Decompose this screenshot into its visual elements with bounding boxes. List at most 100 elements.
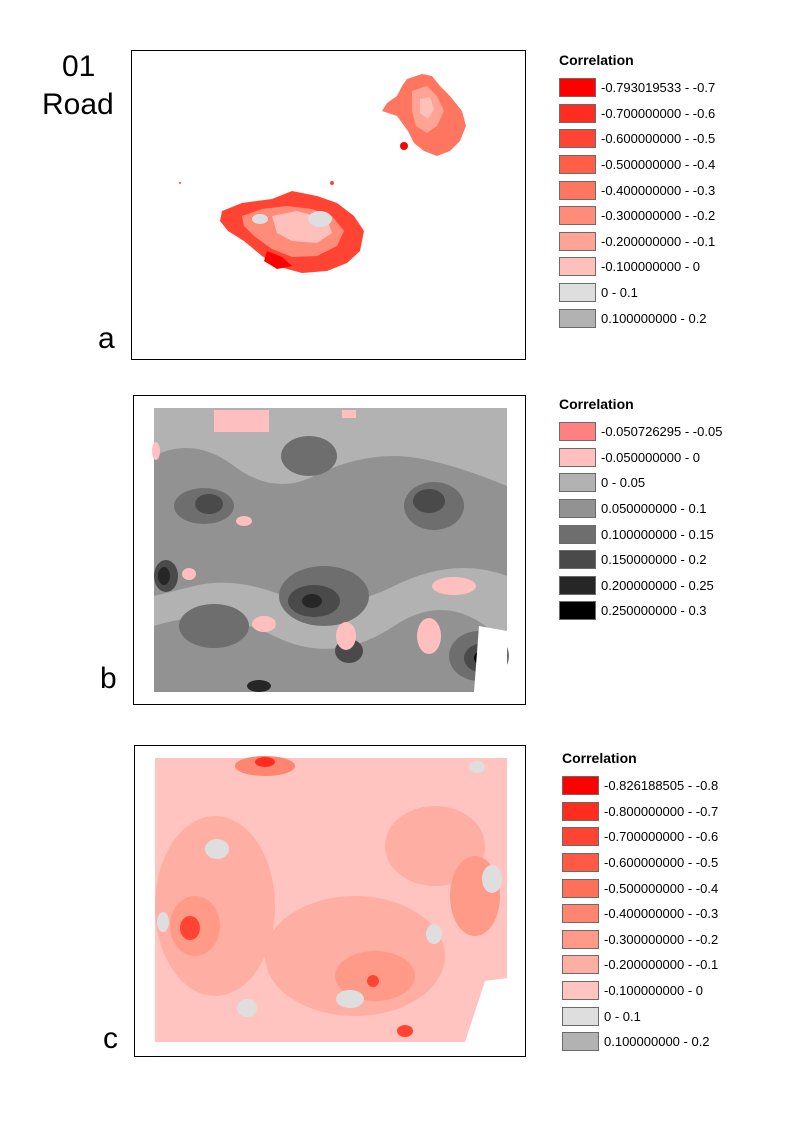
legend-c: Correlation -0.826188505 - -0.8 -0.800000… (562, 750, 718, 1055)
panel-letter-a: a (98, 322, 115, 355)
map-region-b-negative-3 (336, 622, 356, 650)
panel-letter-b: b (100, 662, 117, 695)
variable-name: Road (42, 88, 114, 121)
legend-swatch (562, 878, 599, 898)
legend-label: -0.200000000 - -0.1 (604, 957, 719, 973)
map-frame-b (133, 395, 526, 705)
map-region-a-outlier-2 (179, 182, 181, 184)
legend-b: Correlation -0.050726295 - -0.05 -0.05000… (559, 396, 722, 624)
correlation-map-a (179, 74, 466, 273)
legend-swatch (559, 180, 596, 200)
legend-label: -0.050726295 - -0.05 (601, 424, 723, 440)
map-region-b-darker-1 (195, 494, 223, 514)
legend-label: 0.100000000 - 0.2 (601, 310, 707, 326)
legend-items-c: -0.826188505 - -0.8 -0.800000000 - -0.7 -0… (562, 773, 718, 1055)
map-region-b-negative-2 (342, 410, 356, 418)
legend-label: -0.793019533 - -0.7 (601, 80, 716, 96)
map-region-b-dark-5 (179, 604, 249, 648)
legend-row: -0.300000000 - -0.2 (562, 927, 718, 953)
map-region-a-southwest-hotspot (264, 251, 292, 269)
legend-label: -0.800000000 - -0.7 (604, 803, 719, 819)
legend-row: -0.800000000 - -0.7 (562, 799, 718, 825)
legend-row: 0.100000000 - 0.2 (562, 1029, 718, 1055)
legend-row: -0.700000000 - -0.6 (562, 824, 718, 850)
map-region-b-negative-6 (252, 616, 276, 632)
legend-swatch (559, 550, 596, 570)
correlation-map-c (155, 756, 507, 1042)
legend-label: -0.500000000 - -0.4 (601, 157, 716, 173)
legend-swatch (562, 776, 599, 796)
legend-swatch (559, 308, 596, 328)
legend-swatch (559, 575, 596, 595)
map-region-b-negative-9 (152, 442, 160, 460)
map-frame-a (131, 50, 526, 360)
legend-label: 0 - 0.1 (604, 1008, 641, 1024)
legend-label: -0.600000000 - -0.5 (604, 855, 719, 871)
legend-label: -0.100000000 - 0 (601, 259, 701, 275)
legend-row: -0.793019533 - -0.7 (559, 75, 715, 101)
legend-swatch (562, 904, 599, 924)
map-region-c-positive-5 (237, 999, 257, 1017)
legend-swatch (562, 853, 599, 873)
map-region-c-hotspot-2 (367, 975, 379, 987)
map-region-a-southwest-positive-2 (252, 214, 268, 224)
legend-swatch (559, 499, 596, 519)
legend-label: 0.250000000 - 0.3 (601, 603, 707, 619)
legend-swatch (562, 955, 599, 975)
map-region-b-darker-3 (413, 489, 445, 513)
legend-label: -0.500000000 - -0.4 (604, 880, 719, 896)
figure-number: 01 (62, 50, 96, 83)
map-region-c-nodata (465, 978, 507, 1042)
map-region-a-outlier-1 (330, 181, 334, 185)
legend-swatch (559, 473, 596, 493)
map-region-b-darkest-1 (302, 594, 322, 608)
legend-row: -0.100000000 - 0 (562, 978, 718, 1004)
map-region-c-positive-3 (482, 865, 502, 893)
legend-items-a: -0.793019533 - -0.7 -0.700000000 - -0.6 -0… (559, 75, 715, 331)
legend-row: -0.300000000 - -0.2 (559, 203, 715, 229)
legend-label: -0.300000000 - -0.2 (601, 208, 716, 224)
map-region-b-dark-2 (281, 436, 337, 476)
legend-swatch (559, 155, 596, 175)
legend-row: -0.200000000 - -0.1 (559, 229, 715, 255)
legend-row: -0.600000000 - -0.5 (562, 850, 718, 876)
legend-swatch (559, 78, 596, 98)
legend-row: -0.500000000 - -0.4 (562, 875, 718, 901)
map-region-c-hotspot-3 (255, 757, 275, 767)
map-region-c-positive-7 (157, 912, 169, 932)
map-region-c-positive-2 (336, 990, 364, 1008)
map-region-a-southwest-positive-1 (308, 211, 332, 227)
map-region-b-negative-5 (432, 577, 476, 595)
legend-row: 0 - 0.05 (559, 470, 722, 496)
legend-label: 0 - 0.05 (601, 475, 646, 491)
legend-swatch (562, 801, 599, 821)
legend-row: -0.826188505 - -0.8 (562, 773, 718, 799)
legend-label: -0.300000000 - -0.2 (604, 931, 719, 947)
legend-row: 0 - 0.1 (559, 280, 715, 306)
legend-label: 0 - 0.1 (601, 285, 638, 301)
legend-label: -0.100000000 - 0 (604, 983, 704, 999)
map-region-b-negative-7 (182, 568, 196, 580)
legend-a: Correlation -0.793019533 - -0.7 -0.700000… (559, 52, 715, 331)
legend-swatch (559, 103, 596, 123)
panel-letter-c: c (103, 1022, 118, 1055)
map-region-b-negative-8 (236, 516, 252, 526)
legend-label: 0.100000000 - 0.2 (604, 1034, 710, 1050)
map-region-a-northeast-core (420, 97, 434, 119)
legend-row: 0.050000000 - 0.1 (559, 496, 722, 522)
legend-label: 0.200000000 - 0.25 (601, 577, 714, 593)
map-region-b-negative-1 (214, 410, 269, 432)
legend-row: 0.100000000 - 0.15 (559, 521, 722, 547)
legend-row: -0.050726295 - -0.05 (559, 419, 722, 445)
legend-swatch (562, 1032, 599, 1052)
map-region-b-darkest-3 (158, 567, 170, 585)
legend-swatch (562, 981, 599, 1001)
legend-label: -0.400000000 - -0.3 (604, 906, 719, 922)
legend-row: -0.050000000 - 0 (559, 445, 722, 471)
legend-label: 0.150000000 - 0.2 (601, 552, 707, 568)
map-region-c-hotspot-4 (397, 1025, 413, 1037)
legend-row: 0.150000000 - 0.2 (559, 547, 722, 573)
legend-title-a: Correlation (559, 52, 634, 68)
map-region-b-nodata (474, 626, 507, 692)
legend-swatch (559, 231, 596, 251)
